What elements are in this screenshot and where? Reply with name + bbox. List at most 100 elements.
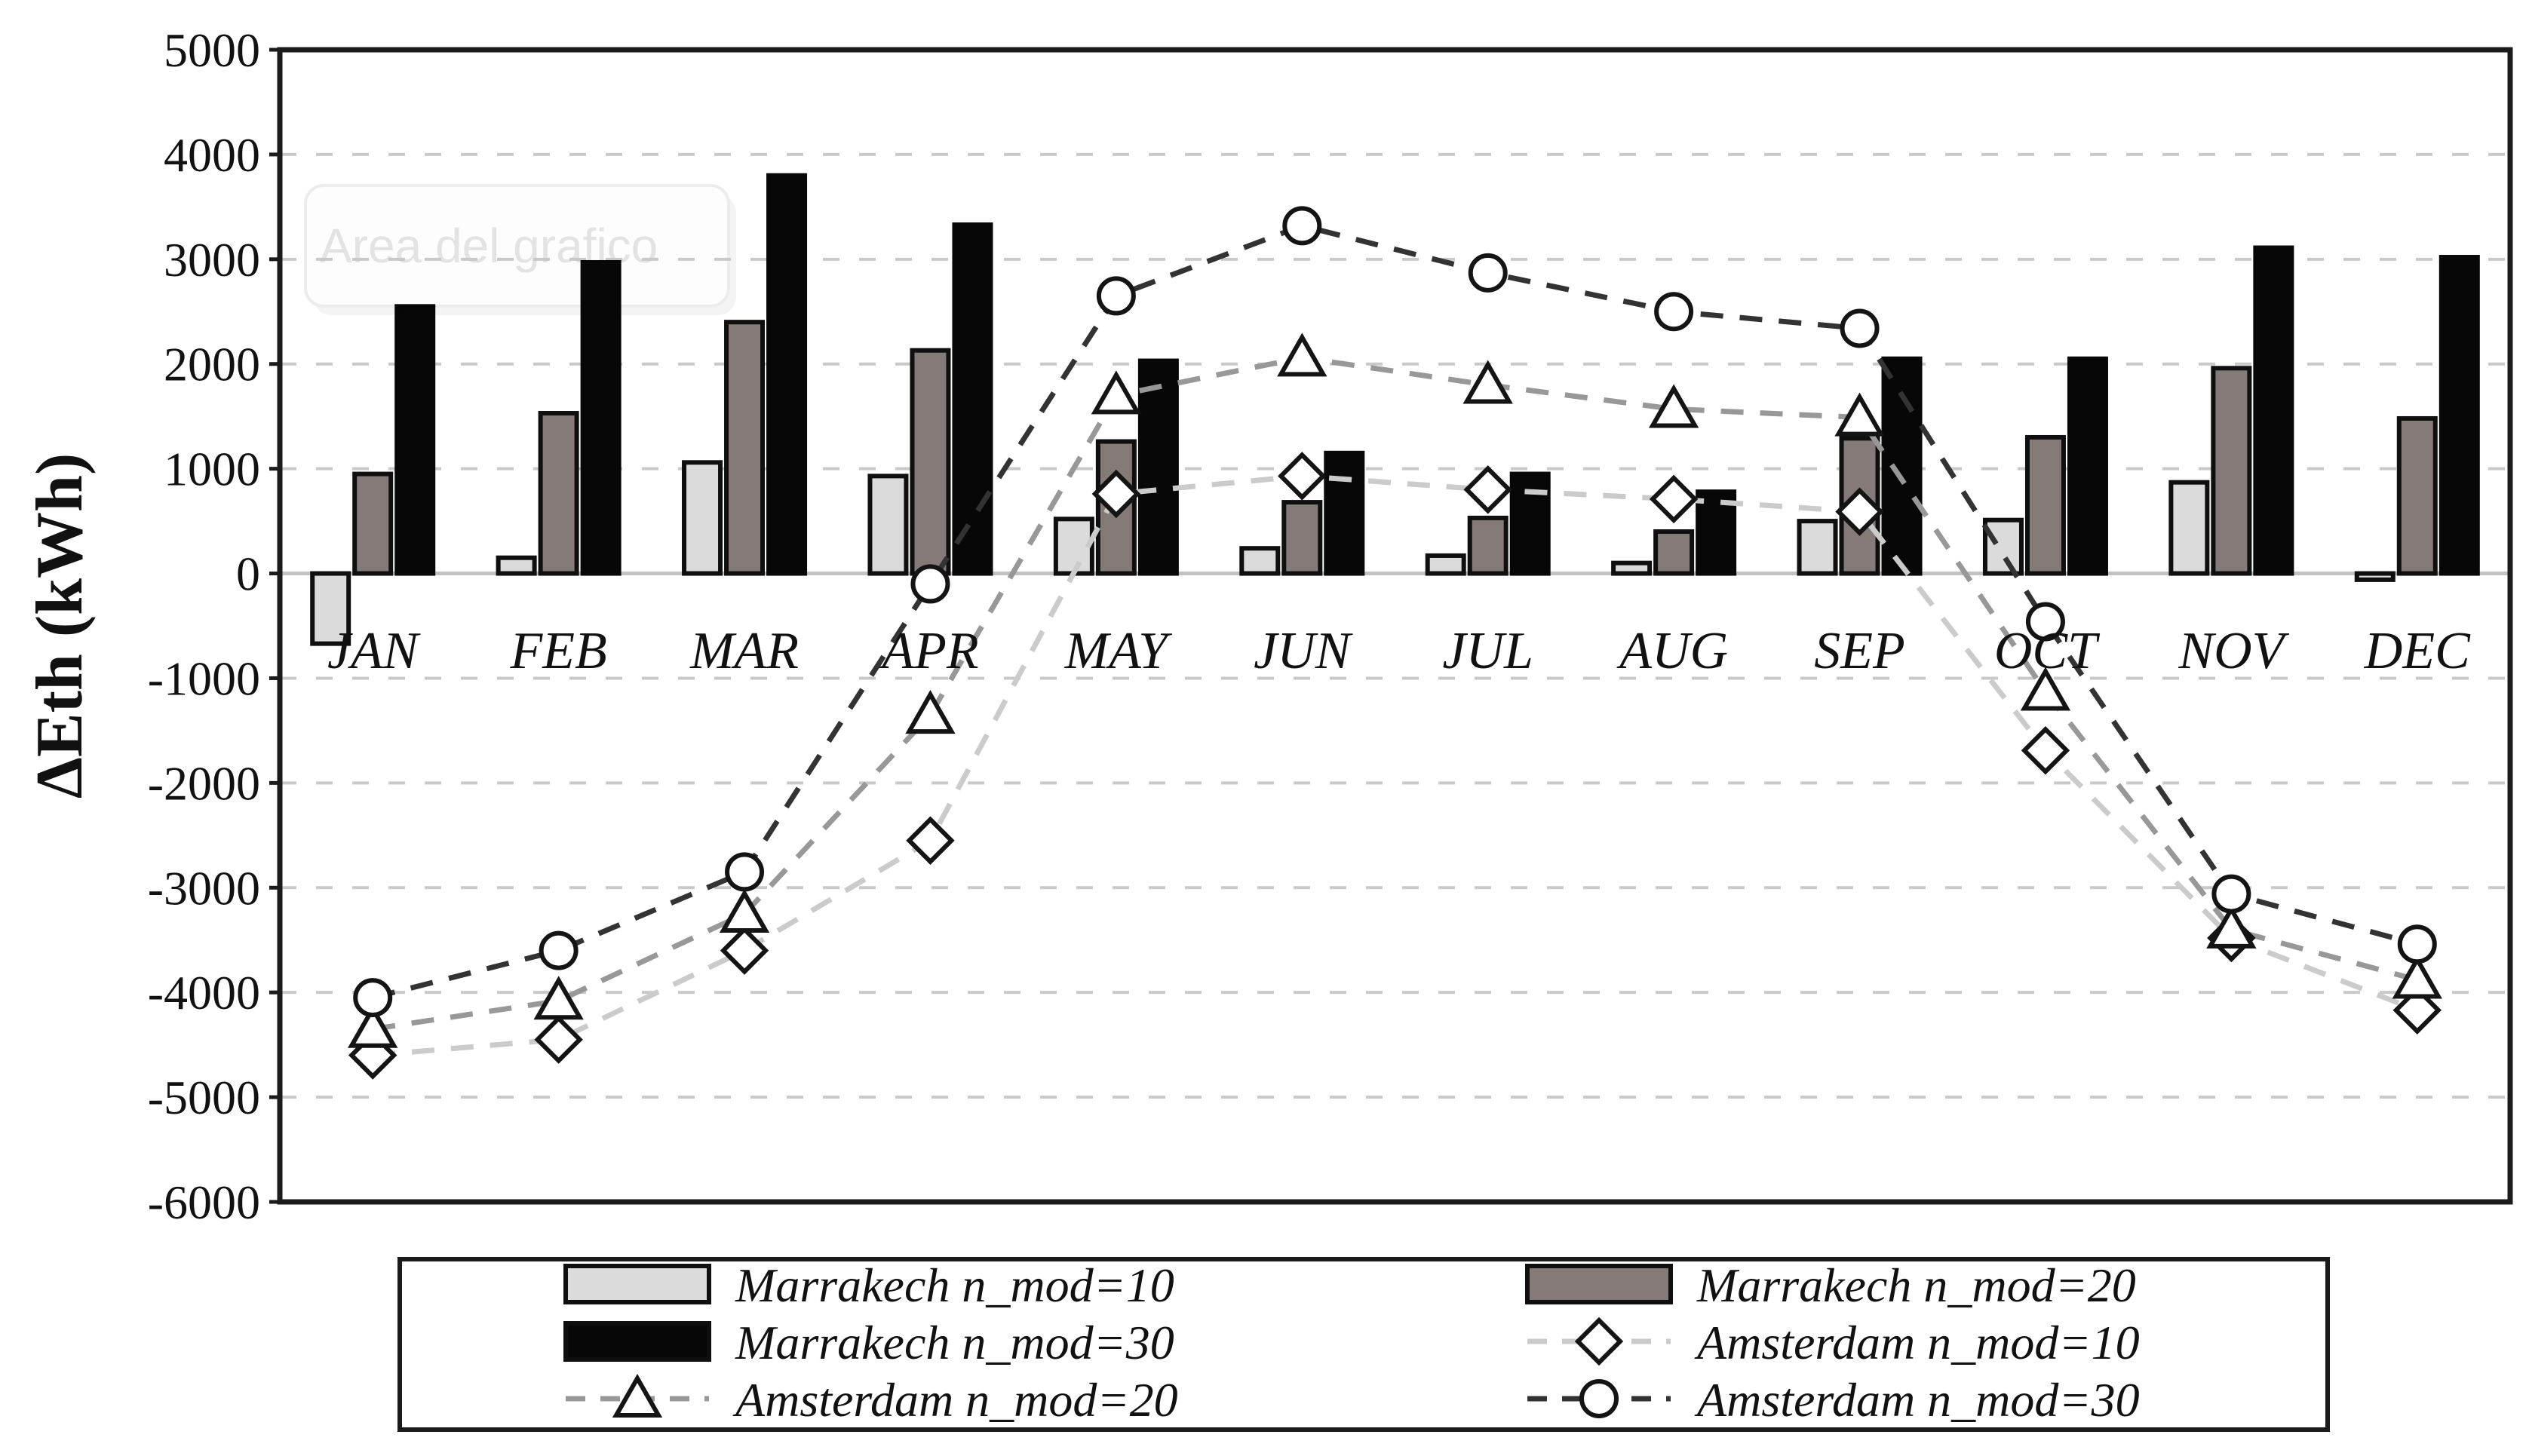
legend-marker-circle <box>1579 1379 1619 1418</box>
markers-amsterdam-nmod30 <box>353 206 2437 1018</box>
bar-marrakech-nmod20-jun <box>1281 500 1323 576</box>
y-tick-label--6000: -6000 <box>148 1176 260 1229</box>
marker-diamond-jul <box>1463 465 1512 514</box>
y-tick-label--1000: -1000 <box>148 651 260 705</box>
y-tick-label-5000: 5000 <box>164 23 260 77</box>
legend-box: Marrakech n_mod=10 Marrakech n_mod=20 Marr… <box>397 1257 2330 1432</box>
y-tick-label-1000: 1000 <box>164 443 260 496</box>
y-tick-label-0: 0 <box>236 547 260 601</box>
y-tick-label-4000: 4000 <box>164 128 260 182</box>
marker-triangle-apr <box>905 690 956 734</box>
legend-label-amsterdam-nmod20: Amsterdam n_mod=20 <box>732 1373 1178 1427</box>
bar-marrakech-nmod10-sep <box>1797 519 1838 576</box>
bar-marrakech-nmod30-nov <box>2253 245 2294 576</box>
bar-marrakech-nmod30-jul <box>1509 471 1551 576</box>
x-tick-label-mar: MAR <box>689 622 799 680</box>
marker-triangle-sep <box>1834 392 1885 437</box>
bar-marrakech-nmod20-apr <box>910 348 951 576</box>
legend-frame <box>397 1257 2330 1432</box>
x-tick-label-nov: NOV <box>2178 622 2289 680</box>
marker-circle-mar <box>725 852 765 892</box>
marker-diamond-oct <box>2021 726 2070 775</box>
legend-swatch-marrakech-nmod30 <box>563 1321 711 1362</box>
bar-marrakech-nmod10-jun <box>1239 546 1281 576</box>
marker-circle-may <box>1096 276 1136 316</box>
bar-marrakech-nmod10-feb <box>496 555 537 576</box>
legend-item-marrakech-nmod30: Marrakech n_mod=30 <box>563 1316 1174 1369</box>
bar-series-group <box>310 173 2480 646</box>
bar-marrakech-nmod30-oct <box>2067 356 2108 576</box>
x-tick-label-dec: DEC <box>2364 622 2471 680</box>
y-tick-label--5000: -5000 <box>148 1071 260 1124</box>
y-tick-label--3000: -3000 <box>148 861 260 915</box>
x-tick-label-jun: JUN <box>1254 622 1353 680</box>
bar-marrakech-nmod10-jan <box>310 571 351 646</box>
marker-triangle-aug <box>1648 384 1699 428</box>
bar-marrakech-nmod30-jan <box>394 304 436 576</box>
bar-marrakech-nmod10-mar <box>682 460 723 576</box>
bar-marrakech-nmod30-apr <box>952 222 993 576</box>
legend-item-amsterdam-nmod30: Amsterdam n_mod=30 <box>1527 1373 2140 1427</box>
marker-diamond-may <box>1091 469 1141 519</box>
marker-triangle-dec <box>2392 955 2442 999</box>
marker-circle-aug <box>1654 292 1694 332</box>
bar-marrakech-nmod10-aug <box>1611 560 1653 576</box>
chart-frame <box>277 47 2513 1205</box>
marker-triangle-jan <box>348 1004 398 1048</box>
line-amsterdam-nmod20 <box>372 354 2418 1032</box>
bar-marrakech-nmod20-nov <box>2211 366 2252 576</box>
legend-item-marrakech-nmod10: Marrakech n_mod=10 <box>563 1258 1174 1312</box>
marker-diamond-apr <box>906 816 955 866</box>
y-tick-label--2000: -2000 <box>148 756 260 810</box>
y-tick-label--4000: -4000 <box>148 966 260 1019</box>
bar-marrakech-nmod20-jul <box>1467 515 1508 576</box>
marker-circle-jul <box>1468 253 1508 293</box>
line-amsterdam-nmod30 <box>372 222 2418 1001</box>
marker-circle-dec <box>2397 924 2437 964</box>
bar-marrakech-nmod30-dec <box>2438 255 2480 576</box>
bar-marrakech-nmod10-oct <box>1982 517 2024 576</box>
legend-marker-diamond <box>1574 1317 1624 1366</box>
y-tick-label-3000: 3000 <box>164 233 260 287</box>
marker-circle-feb <box>539 930 579 970</box>
marker-triangle-mar <box>719 888 770 933</box>
legend-label-marrakech-nmod20: Marrakech n_mod=20 <box>1696 1258 2136 1312</box>
legend-label-marrakech-nmod30: Marrakech n_mod=30 <box>735 1316 1174 1369</box>
marker-triangle-may <box>1091 370 1142 415</box>
marker-circle-oct <box>2025 602 2065 642</box>
bar-marrakech-nmod10-apr <box>867 474 909 576</box>
bar-marrakech-nmod10-jul <box>1425 553 1466 576</box>
x-tick-labels: JAN FEB MAR APR MAY JUN JUL AUG SEP OCT NOV DEC <box>327 622 2471 680</box>
y-axis-title: ΔEth (kWh) <box>23 453 97 799</box>
watermark-tooltip: Area del grafico <box>304 184 736 315</box>
marker-circle-jan <box>353 978 393 1018</box>
x-tick-label-aug: AUG <box>1616 622 1728 680</box>
marker-circle-jun <box>1282 206 1322 246</box>
bar-marrakech-nmod30-may <box>1137 358 1179 576</box>
legend-item-amsterdam-nmod10: Amsterdam n_mod=10 <box>1527 1316 2140 1369</box>
marker-triangle-oct <box>2020 667 2071 711</box>
bar-marrakech-nmod30-jun <box>1324 450 1365 576</box>
bar-marrakech-nmod20-aug <box>1653 529 1695 576</box>
legend-label-amsterdam-nmod30: Amsterdam n_mod=30 <box>1694 1373 2140 1427</box>
bar-marrakech-nmod10-nov <box>2168 480 2210 576</box>
markers-amsterdam-nmod20 <box>348 333 2442 1048</box>
marker-circle-sep <box>1840 308 1880 348</box>
legend-item-amsterdam-nmod20: Amsterdam n_mod=20 <box>566 1373 1178 1427</box>
legend-marker-triangle <box>612 1373 663 1418</box>
marker-diamond-jun <box>1278 452 1327 501</box>
bar-marrakech-nmod30-mar <box>766 173 808 576</box>
marker-circle-nov <box>2211 874 2251 914</box>
line-series-group <box>372 222 2419 1059</box>
y-tick-label-2000: 2000 <box>164 338 260 391</box>
bar-marrakech-nmod20-dec <box>2396 415 2438 576</box>
marker-diamond-feb <box>534 1015 583 1064</box>
legend-swatch-marrakech-nmod20 <box>1525 1264 1673 1304</box>
x-tick-label-oct: OCT <box>1994 622 2101 680</box>
bar-marrakech-nmod20-jan <box>352 471 394 576</box>
x-tick-label-jul: JUL <box>1442 622 1533 680</box>
marker-triangle-jul <box>1462 360 1513 404</box>
